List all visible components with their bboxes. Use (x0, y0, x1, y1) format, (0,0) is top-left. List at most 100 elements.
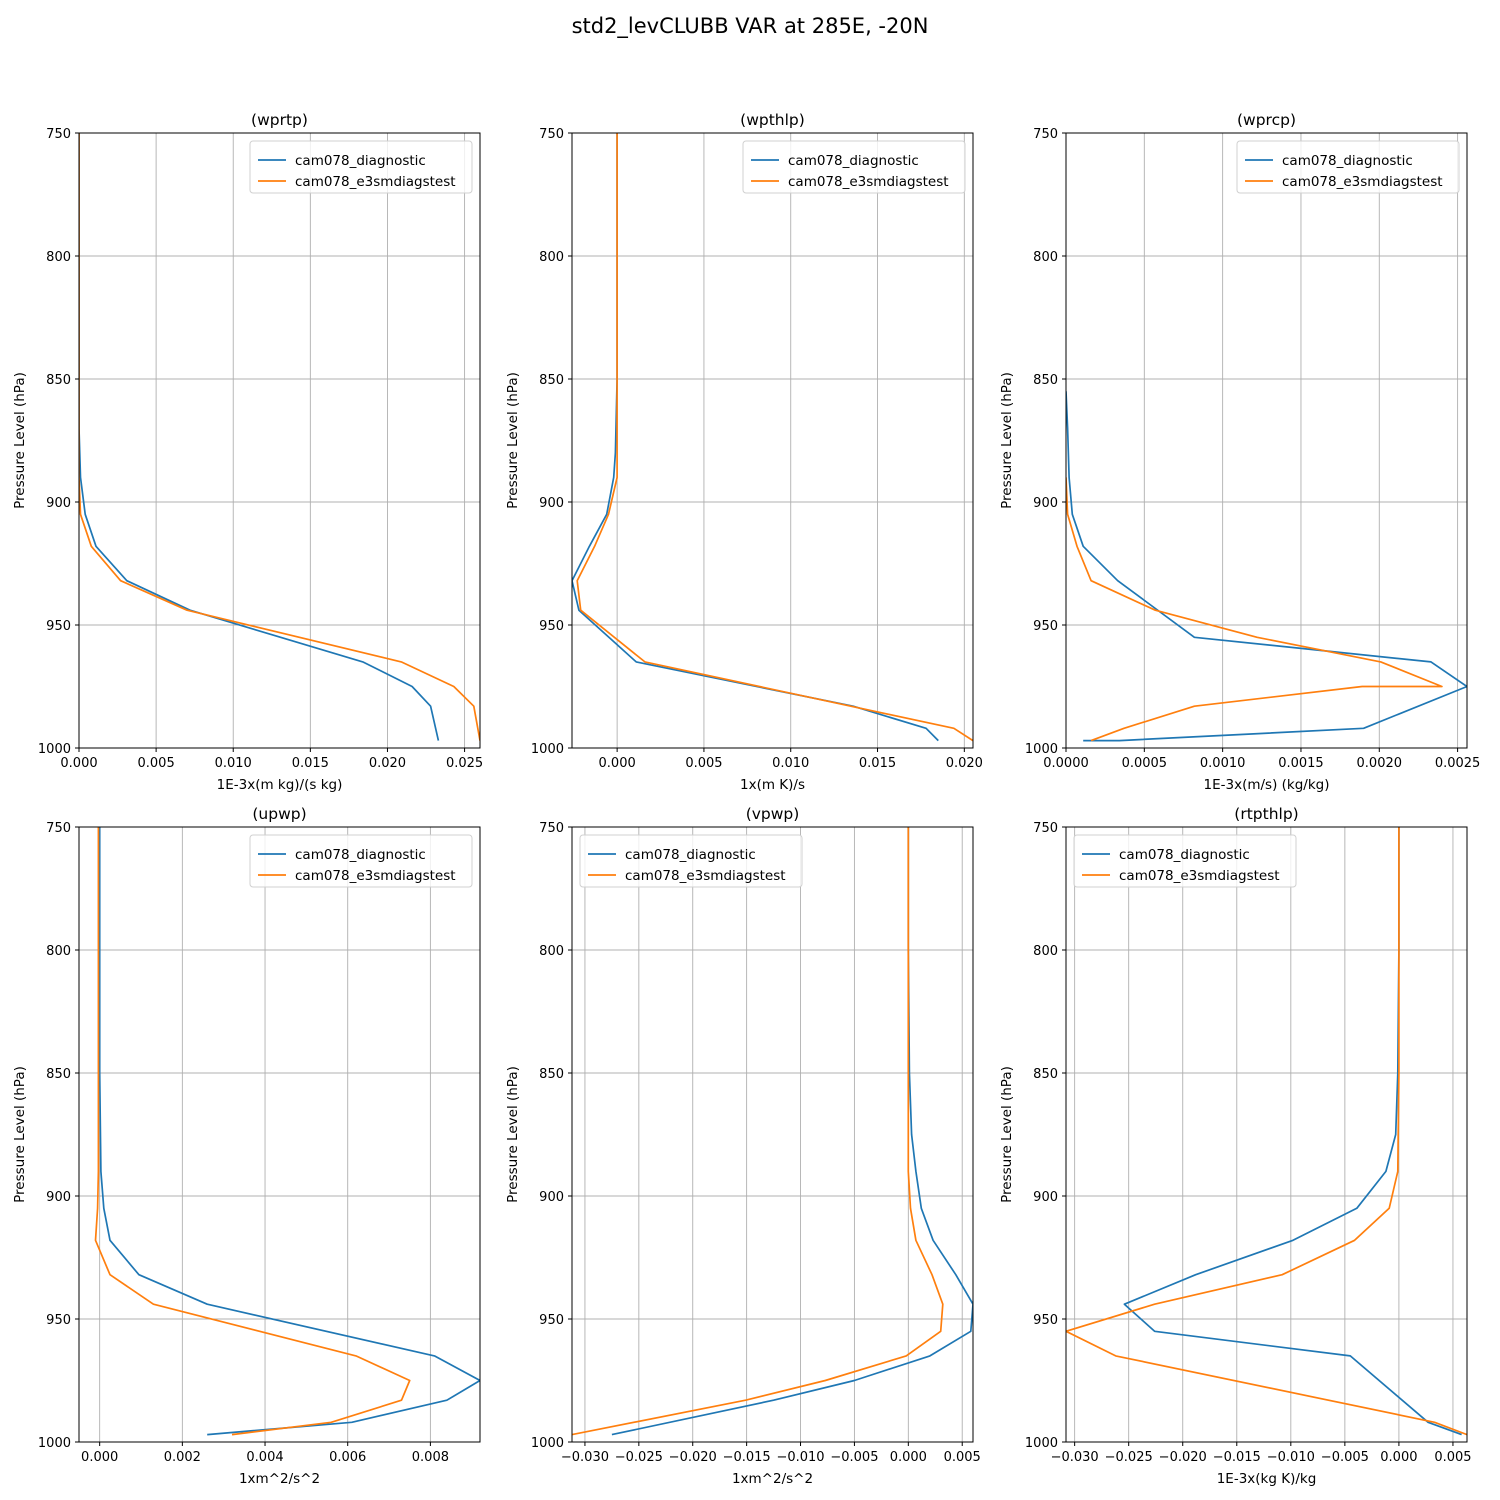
x-tick-label: 0.0025 (1435, 756, 1481, 771)
legend: cam078_diagnostic cam078_e3smdiagstest (249, 834, 473, 888)
y-tick-label: 850 (46, 1067, 71, 1082)
x-axis-label: 1E-3x(kg K)/kg (1217, 1471, 1317, 1487)
legend-label-0: cam078_diagnostic (1282, 153, 1413, 169)
y-tick-label: 1000 (1025, 1436, 1058, 1451)
y-axis-label: Pressure Level (hPa) (505, 372, 521, 509)
x-axis-label: 1E-3x(m/s) (kg/kg) (1204, 777, 1330, 793)
y-tick-label: 850 (46, 373, 71, 388)
y-tick-label: 800 (46, 250, 71, 265)
plot-area (94, 827, 480, 1436)
y-tick-label: 850 (539, 1067, 564, 1082)
x-axis-label: 1xm^2/s^2 (239, 1471, 320, 1487)
series-line-1 (572, 827, 944, 1436)
y-tick-label: 850 (1033, 373, 1058, 388)
x-tick-label: 0.004 (246, 1450, 283, 1465)
series-line-0 (611, 827, 973, 1436)
subplot-wprcp: 0.0000 0.0005 0.0010 0.0015 0.0020 0.0025 750 8… (999, 111, 1480, 793)
axes-frame (78, 826, 481, 1443)
y-tick-label: 950 (46, 1313, 71, 1328)
subplot-vpwp: −0.030 −0.025 −0.020 −0.015 −0.010 −0.005 0.00… (505, 805, 981, 1487)
x-tick-label: −0.015 (723, 1450, 771, 1465)
y-tick-label: 900 (1033, 1190, 1058, 1205)
x-tick-label: 0.005 (685, 756, 722, 771)
x-tick-label: −0.030 (1051, 1450, 1099, 1465)
y-tick-label: 1000 (531, 1436, 564, 1451)
x-tick-label: −0.005 (1321, 1450, 1369, 1465)
y-tick-label: 1000 (38, 742, 71, 757)
legend-label-1: cam078_e3smdiagstest (1282, 174, 1443, 190)
x-tick-label: 0.000 (599, 756, 636, 771)
x-tick-label: 0.015 (859, 756, 896, 771)
legend-label-1: cam078_e3smdiagstest (295, 868, 456, 884)
series-line-1 (94, 827, 411, 1436)
y-tick-label: 900 (1033, 496, 1058, 511)
y-tick-label: 850 (539, 373, 564, 388)
panel-title: (rtpthlp) (1234, 805, 1298, 823)
y-tick-label: 750 (1033, 127, 1058, 142)
series-line-1 (576, 133, 973, 742)
y-tick-label: 800 (1033, 944, 1058, 959)
y-axis-label: Pressure Level (hPa) (505, 1066, 521, 1203)
x-tick-label: 0.010 (215, 756, 252, 771)
y-tick-label: 950 (539, 619, 564, 634)
x-tick-label: −0.010 (1267, 1450, 1315, 1465)
series-line-1 (1066, 827, 1467, 1436)
x-axis-label: 1xm^2/s^2 (732, 1471, 813, 1487)
series-line-0 (1066, 391, 1467, 742)
panel-title: (wpthlp) (740, 111, 805, 129)
y-axis-label: Pressure Level (hPa) (999, 372, 1015, 509)
series-line-0 (98, 827, 480, 1436)
x-tick-label: 0.020 (946, 756, 983, 771)
subplot-upwp: 0.000 0.002 0.004 0.006 0.008 750 800 850 900 950… (12, 805, 481, 1487)
y-tick-label: 800 (539, 944, 564, 959)
x-tick-label: 0.020 (369, 756, 406, 771)
x-tick-label: 0.0010 (1200, 756, 1246, 771)
series-line-0 (1123, 827, 1462, 1436)
y-tick-label: 900 (539, 496, 564, 511)
y-tick-label: 850 (1033, 1067, 1058, 1082)
panel-title: (vpwp) (746, 805, 800, 823)
x-tick-label: 0.0015 (1278, 756, 1324, 771)
legend-label-1: cam078_e3smdiagstest (1119, 868, 1280, 884)
figure-title: std2_levCLUBB VAR at 285E, -20N (571, 14, 929, 38)
legend-label-0: cam078_diagnostic (625, 847, 756, 863)
y-tick-label: 750 (46, 127, 71, 142)
y-axis-label: Pressure Level (hPa) (12, 1066, 28, 1203)
legend-box (249, 834, 473, 888)
legend: cam078_diagnostic cam078_e3smdiagstest (249, 140, 473, 194)
y-tick-label: 1000 (531, 742, 564, 757)
y-tick-label: 900 (539, 1190, 564, 1205)
legend: cam078_diagnostic cam078_e3smdiagstest (579, 834, 803, 888)
y-tick-label: 750 (1033, 821, 1058, 836)
legend-label-0: cam078_diagnostic (295, 153, 426, 169)
legend: cam078_diagnostic cam078_e3smdiagstest (1073, 834, 1297, 888)
series-line-1 (79, 133, 480, 741)
x-tick-label: −0.015 (1213, 1450, 1261, 1465)
axes-frame (571, 132, 974, 749)
y-tick-label: 950 (539, 1313, 564, 1328)
x-tick-label: 0.005 (138, 756, 175, 771)
y-axis-label: Pressure Level (hPa) (12, 372, 28, 509)
series-line-1 (1066, 477, 1443, 742)
series-line-0 (572, 133, 939, 742)
x-tick-label: 0.010 (772, 756, 809, 771)
x-tick-label: 0.005 (1434, 1450, 1471, 1465)
y-tick-label: 800 (539, 250, 564, 265)
y-axis-label: Pressure Level (hPa) (999, 1066, 1015, 1203)
x-tick-label: 0.025 (446, 756, 483, 771)
y-tick-label: 800 (46, 944, 71, 959)
panel-title: (wprcp) (1237, 111, 1296, 129)
legend-box (249, 140, 473, 194)
subplot-rtpthlp: −0.030 −0.025 −0.020 −0.015 −0.010 −0.005 0.00… (999, 805, 1472, 1487)
y-tick-label: 900 (46, 496, 71, 511)
x-tick-label: −0.025 (1105, 1450, 1153, 1465)
plot-area (79, 133, 480, 741)
legend-label-0: cam078_diagnostic (295, 847, 426, 863)
legend-label-1: cam078_e3smdiagstest (625, 868, 786, 884)
y-tick-label: 900 (46, 1190, 71, 1205)
axes-frame (1065, 826, 1468, 1443)
x-tick-label: 0.000 (81, 1450, 118, 1465)
axes-frame (571, 826, 974, 1443)
y-tick-label: 750 (539, 821, 564, 836)
